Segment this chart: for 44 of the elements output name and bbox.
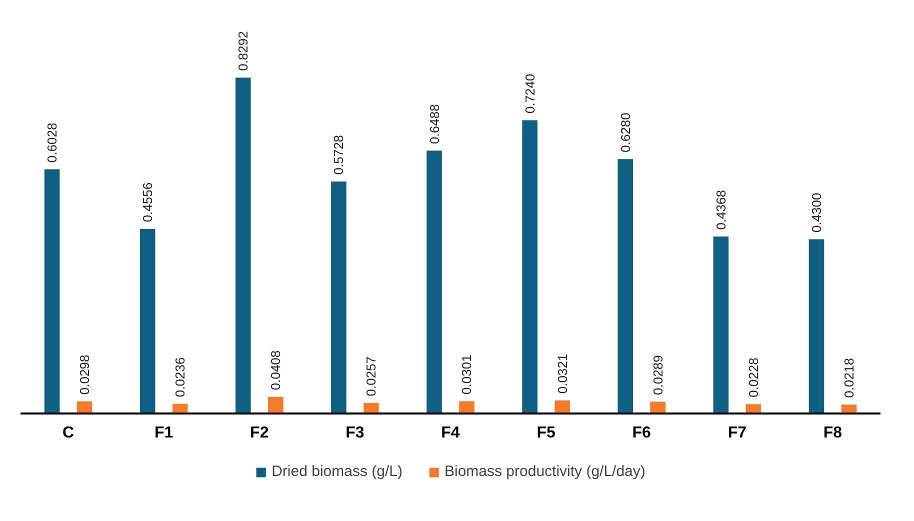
x-tick-label: F8 [823, 424, 842, 442]
bar [618, 159, 634, 414]
x-tick-label: F1 [154, 424, 174, 442]
bar [650, 402, 666, 414]
data-label: 0.8292 [236, 31, 251, 71]
data-label: 0.0301 [459, 354, 474, 394]
bar [459, 401, 474, 414]
data-label: 0.6028 [44, 122, 60, 163]
x-tick-label: F4 [441, 424, 460, 442]
bar [364, 402, 379, 414]
data-label: 0.0228 [746, 358, 761, 398]
data-label: 0.0289 [650, 355, 666, 395]
bar [236, 78, 251, 414]
data-label: 0.5728 [331, 134, 346, 175]
bar [426, 150, 442, 414]
bar [713, 236, 729, 414]
data-label: 0.4368 [713, 190, 728, 230]
bar [808, 239, 824, 414]
data-label: 0.0321 [554, 354, 570, 394]
x-tick-label: F6 [632, 424, 652, 442]
legend-label: Dried biomass (g/L) [272, 463, 402, 480]
data-label: 0.4300 [808, 192, 824, 233]
data-label: 0.0298 [77, 354, 92, 395]
data-label: 0.4556 [140, 182, 156, 222]
data-label: 0.0236 [172, 357, 188, 398]
x-tick-label: F7 [728, 424, 747, 442]
legend-label: Biomass productivity (g/L/day) [444, 463, 646, 480]
data-label: 0.6280 [618, 112, 633, 152]
x-tick-label: C [62, 424, 74, 442]
x-tick-label: F5 [536, 424, 556, 442]
bar [140, 228, 156, 414]
x-tick-label: F3 [346, 424, 364, 442]
bar [554, 400, 570, 414]
bar [522, 120, 538, 414]
data-label: 0.7240 [522, 74, 538, 114]
bar [746, 404, 762, 414]
bar [331, 181, 346, 414]
bar [44, 169, 60, 414]
data-label: 0.6488 [426, 104, 442, 144]
data-label: 0.0257 [364, 356, 379, 396]
data-label: 0.0218 [841, 358, 856, 398]
x-tick-label: F2 [250, 424, 269, 442]
bar [268, 396, 284, 414]
data-label: 0.0408 [268, 350, 284, 390]
